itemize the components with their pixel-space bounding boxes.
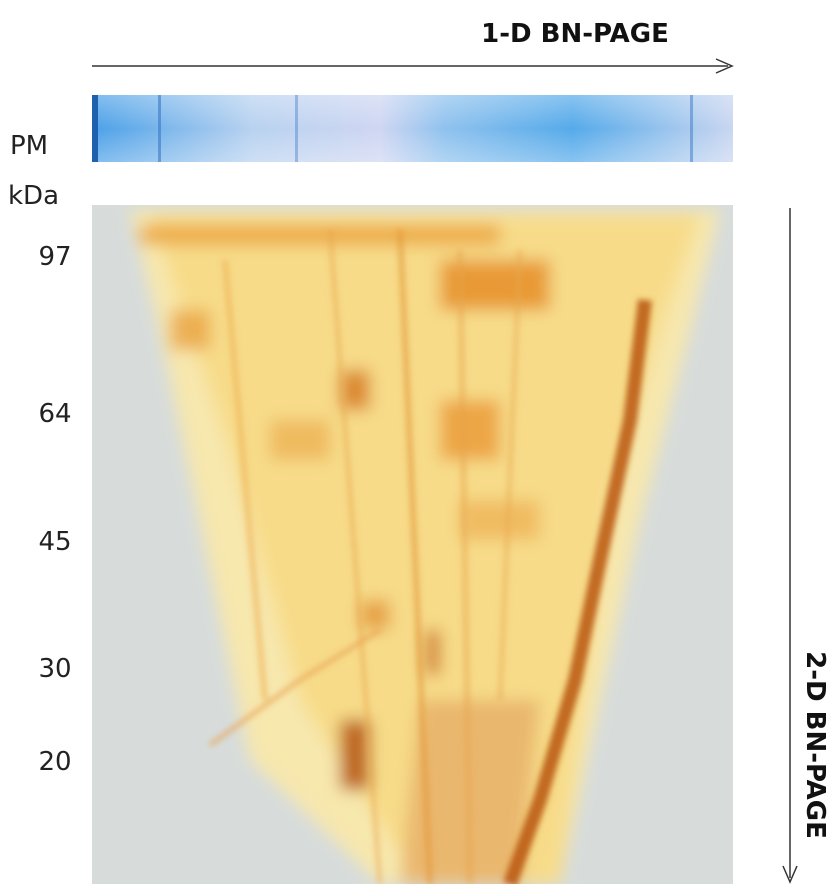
blue-strip xyxy=(92,95,733,162)
figure: 1-D BN-PAGE PM kDa 97 64 45 30 20 xyxy=(0,0,839,884)
marker-label: 64 xyxy=(38,399,71,429)
gel xyxy=(92,205,733,884)
marker-label: 97 xyxy=(38,242,71,272)
ladder-name: PM xyxy=(10,131,48,161)
gel-figure: 1-D BN-PAGE PM kDa 97 64 45 30 20 xyxy=(0,0,839,884)
marker-label: 30 xyxy=(38,654,71,684)
side-label: 2-D BN-PAGE xyxy=(800,651,830,839)
marker-labels: 97 64 45 30 20 xyxy=(38,242,71,777)
ladder-unit: kDa xyxy=(8,181,59,211)
title: 1-D BN-PAGE xyxy=(481,19,669,49)
marker-label: 45 xyxy=(38,527,71,557)
marker-label: 20 xyxy=(38,747,71,777)
